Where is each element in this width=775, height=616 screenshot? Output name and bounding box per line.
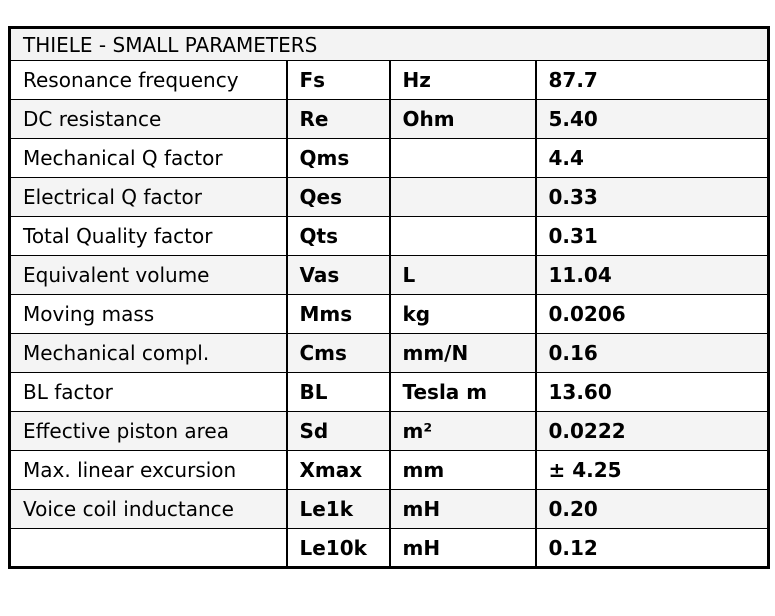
param-symbol-cell: Mms (285, 294, 391, 334)
param-symbol-cell: Cms (285, 333, 391, 373)
table-title-row: THIELE - SMALL PARAMETERS (8, 27, 770, 61)
param-value-cell: 5.40 (534, 99, 770, 139)
table-row: Mechanical Q factor Qms 4.4 (8, 138, 770, 178)
table-row: Equivalent volume Vas L 11.04 (8, 255, 770, 295)
param-value-cell: 0.31 (534, 216, 770, 256)
param-name-cell: DC resistance (8, 99, 288, 139)
table-row: BL factor BL Tesla m 13.60 (8, 372, 770, 412)
param-name-cell: Equivalent volume (8, 255, 288, 295)
param-unit-cell: m² (388, 411, 537, 451)
param-unit-cell: mH (388, 528, 537, 568)
param-symbol-cell: Le1k (285, 489, 391, 529)
param-value-cell: 4.4 (534, 138, 770, 178)
param-value-cell: 0.0222 (534, 411, 770, 451)
table-row: Moving mass Mms kg 0.0206 (8, 294, 770, 334)
param-value-cell: 0.33 (534, 177, 770, 217)
param-unit-cell: Ohm (388, 99, 537, 139)
param-name-cell: Resonance frequency (8, 60, 288, 100)
param-symbol-cell: BL (285, 372, 391, 412)
param-symbol-cell: Sd (285, 411, 391, 451)
param-name-cell: Mechanical compl. (8, 333, 288, 373)
param-symbol-cell: Qes (285, 177, 391, 217)
param-symbol-cell: Re (285, 99, 391, 139)
table-row: Max. linear excursion Xmax mm ± 4.25 (8, 450, 770, 490)
param-value-cell: 0.16 (534, 333, 770, 373)
param-unit-cell (388, 138, 537, 178)
param-name-cell (8, 528, 288, 568)
table-row: DC resistance Re Ohm 5.40 (8, 99, 770, 139)
param-unit-cell (388, 177, 537, 217)
param-value-cell: 0.20 (534, 489, 770, 529)
param-unit-cell: mm/N (388, 333, 537, 373)
param-name-cell: Max. linear excursion (8, 450, 288, 490)
param-unit-cell: Tesla m (388, 372, 537, 412)
param-name-cell: Electrical Q factor (8, 177, 288, 217)
param-symbol-cell: Vas (285, 255, 391, 295)
param-value-cell: 0.0206 (534, 294, 770, 334)
param-name-cell: BL factor (8, 372, 288, 412)
table-row: Electrical Q factor Qes 0.33 (8, 177, 770, 217)
param-value-cell: 11.04 (534, 255, 770, 295)
table-title: THIELE - SMALL PARAMETERS (8, 27, 770, 61)
param-unit-cell: mH (388, 489, 537, 529)
param-symbol-cell: Qts (285, 216, 391, 256)
param-name-cell: Moving mass (8, 294, 288, 334)
param-symbol-cell: Xmax (285, 450, 391, 490)
param-value-cell: 0.12 (534, 528, 770, 568)
table-row: Effective piston area Sd m² 0.0222 (8, 411, 770, 451)
param-name-cell: Mechanical Q factor (8, 138, 288, 178)
table-row: Total Quality factor Qts 0.31 (8, 216, 770, 256)
table-row: Resonance frequency Fs Hz 87.7 (8, 60, 770, 100)
param-unit-cell (388, 216, 537, 256)
param-value-cell: 87.7 (534, 60, 770, 100)
param-value-cell: 13.60 (534, 372, 770, 412)
table-row: Le10k mH 0.12 (8, 528, 770, 568)
param-name-cell: Effective piston area (8, 411, 288, 451)
param-symbol-cell: Fs (285, 60, 391, 100)
thiele-small-parameters-table: THIELE - SMALL PARAMETERS Resonance freq… (8, 26, 771, 569)
param-name-cell: Voice coil inductance (8, 489, 288, 529)
param-unit-cell: kg (388, 294, 537, 334)
table-row: Mechanical compl. Cms mm/N 0.16 (8, 333, 770, 373)
param-symbol-cell: Le10k (285, 528, 391, 568)
param-name-cell: Total Quality factor (8, 216, 288, 256)
param-symbol-cell: Qms (285, 138, 391, 178)
param-unit-cell: Hz (388, 60, 537, 100)
table-row: Voice coil inductance Le1k mH 0.20 (8, 489, 770, 529)
param-unit-cell: L (388, 255, 537, 295)
param-unit-cell: mm (388, 450, 537, 490)
param-value-cell: ± 4.25 (534, 450, 770, 490)
